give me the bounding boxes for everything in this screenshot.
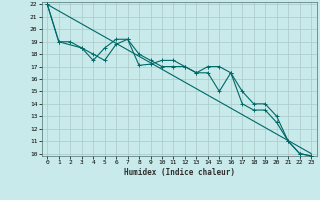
- X-axis label: Humidex (Indice chaleur): Humidex (Indice chaleur): [124, 168, 235, 177]
